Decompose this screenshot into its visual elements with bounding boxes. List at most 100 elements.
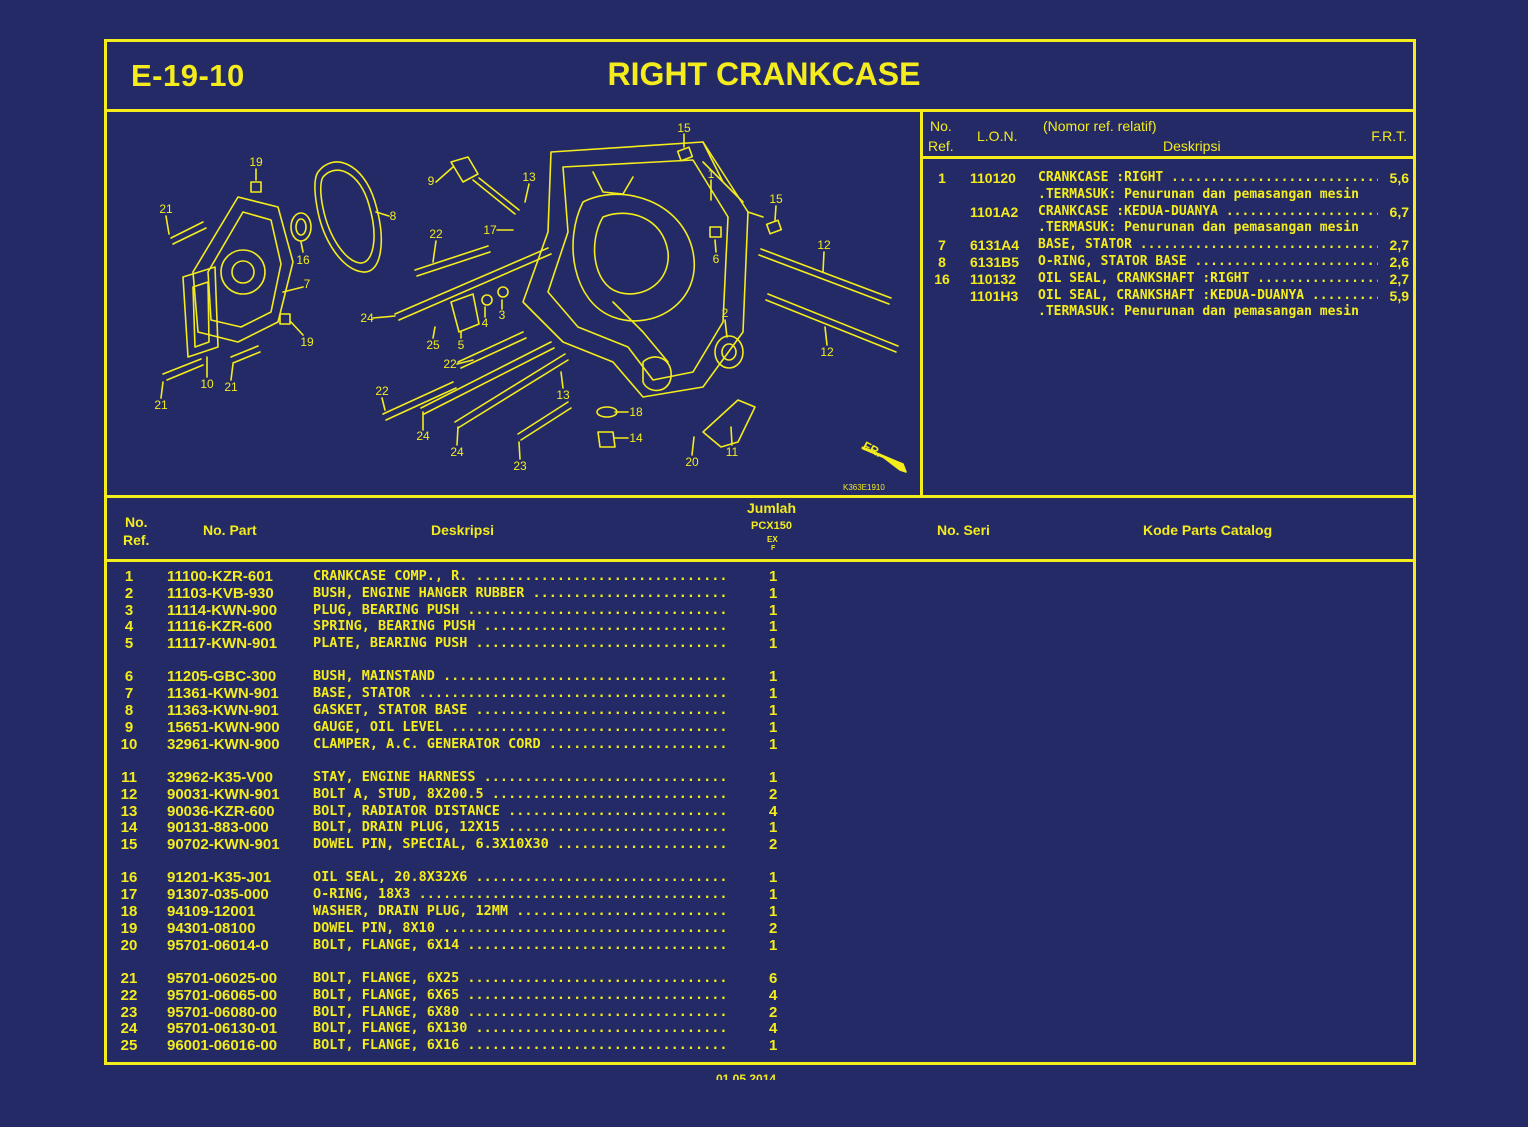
p-qty-cell: 2 — [769, 919, 778, 937]
table-row: 10 32961-KWN-900 CLAMPER, A.C. GENERATOR C… — [107, 736, 807, 753]
frt-header: F.R.T. — [1371, 128, 1407, 144]
p-part-cell: 96001-06016-00 — [167, 1037, 278, 1055]
catalog-page-frame: E-19-10 RIGHT CRANKCASE — [104, 39, 1416, 1065]
p-no-cell: 20 — [120, 936, 138, 954]
table-row: 25 96001-06016-00 BOLT, FLANGE, 6X16 .....… — [107, 1037, 807, 1054]
p-desc-cell: BOLT, RADIATOR DISTANCE ................… — [313, 802, 727, 819]
p-no-cell: 17 — [120, 886, 138, 904]
p-no-cell: 7 — [124, 685, 134, 703]
p-part-cell: 95701-06065-00 — [167, 986, 278, 1004]
p-desc-cell: BOLT, FLANGE, 6X16 .....................… — [313, 1037, 727, 1054]
p-desc-cell: BOLT, FLANGE, 6X25 .....................… — [313, 969, 727, 986]
callout-15: 15 — [677, 121, 691, 135]
ref-frt-cell: 2,7 — [1389, 270, 1409, 287]
p-part-cell: 90131-883-000 — [167, 819, 269, 837]
p-no-cell: 3 — [124, 601, 134, 619]
ref-no-cell: 7 — [938, 237, 946, 254]
ref-no-cell: 8 — [938, 253, 946, 270]
callout-23: 23 — [513, 459, 527, 473]
p-part-cell: 91307-035-000 — [167, 886, 269, 904]
ref-no-cell: 1 — [938, 170, 946, 186]
p-no-cell: 1 — [124, 568, 134, 585]
parts-desc-header: Deskripsi — [431, 522, 495, 538]
table-row: 13 90036-KZR-600 BOLT, RADIATOR DISTANCE .… — [107, 803, 807, 820]
callout-6: 6 — [713, 252, 720, 266]
p-desc-cell: BOLT, FLANGE, 6X65 .....................… — [313, 986, 727, 1003]
p-no-cell: 11 — [121, 768, 137, 786]
p-desc-cell: SPRING, BEARING PUSH ...................… — [313, 618, 727, 635]
p-desc-cell: GAUGE, OIL LEVEL .......................… — [313, 718, 727, 735]
p-desc-cell: GASKET, STATOR BASE ....................… — [313, 702, 727, 719]
callout-4: 4 — [482, 316, 489, 330]
ref-desc-cell: .TERMASUK: Penurunan dan pemasangan mesi… — [1038, 304, 1359, 320]
table-row: 7 11361-KWN-901 BASE, STATOR .............… — [107, 685, 807, 702]
p-no-cell: 16 — [120, 869, 138, 887]
p-qty-cell: 1 — [769, 685, 778, 703]
p-desc-cell: BUSH, MAINSTAND ........................… — [313, 668, 727, 685]
p-qty-cell: 1 — [769, 936, 778, 954]
p-qty-cell: 1 — [769, 635, 778, 653]
table-row: 8 11363-KWN-901 GASKET, STATOR BASE ......… — [107, 702, 807, 719]
table-row: 23 95701-06080-00 BOLT, FLANGE, 6X80 .....… — [107, 1004, 807, 1021]
ref-frt-cell: 5,9 — [1389, 287, 1409, 304]
p-qty-cell: 1 — [769, 618, 778, 636]
table-row: 9 15651-KWN-900 GAUGE, OIL LEVEL .........… — [107, 719, 807, 736]
p-qty-cell: 1 — [769, 568, 778, 585]
callout-3: 3 — [499, 308, 506, 322]
callout-8: 8 — [390, 209, 397, 223]
p-qty-cell: 1 — [769, 702, 778, 720]
p-no-cell: 24 — [120, 1020, 138, 1038]
ref-no-cell: 16 — [934, 270, 950, 287]
p-desc-cell: BUSH, ENGINE HANGER RUBBER .............… — [313, 584, 727, 601]
ref-frt-cell: 5,6 — [1389, 170, 1409, 186]
callout-10: 10 — [200, 377, 214, 391]
callout-9: 9 — [428, 174, 435, 188]
p-part-cell: 95701-06130-01 — [167, 1020, 278, 1038]
callout-7: 7 — [304, 277, 311, 291]
callout-1: 1 — [708, 167, 715, 181]
group-gap — [107, 652, 807, 669]
p-qty-cell: 1 — [769, 718, 778, 736]
ref-lon-cell: 110120 — [970, 170, 1016, 186]
p-part-cell: 11363-KWN-901 — [167, 702, 279, 720]
parts-header-divider — [107, 559, 1413, 562]
p-qty-cell: 6 — [769, 969, 778, 987]
p-part-cell: 11116-KZR-600 — [167, 618, 273, 636]
p-part-cell: 32962-K35-V00 — [167, 768, 273, 786]
ref-desc-cell: .TERMASUK: Penurunan dan pemasangan mesi… — [1038, 220, 1359, 236]
model-sub-ex: EX — [767, 535, 778, 544]
p-part-cell: 15651-KWN-900 — [167, 718, 280, 736]
ref-row: 1101A2 CRANKCASE :KEDUA-DUANYA ..........… — [922, 204, 1413, 221]
table-row: 15 90702-KWN-901 DOWEL PIN, SPECIAL, 6.3X1… — [107, 836, 807, 853]
diagram-bottom-divider — [107, 495, 1413, 498]
callout-17: 17 — [483, 223, 497, 237]
callout-13: 13 — [522, 170, 536, 184]
p-desc-cell: WASHER, DRAIN PLUG, 12MM ...............… — [313, 903, 727, 920]
p-no-cell: 10 — [120, 735, 138, 753]
crankcase-drawing: 15 19 9 13 1 21 8 15 17 22 12 16 6 7 24 43 2 25 5 19 12 22 10 2… — [154, 121, 907, 492]
group-gap — [107, 953, 807, 970]
callout-11: 11 — [726, 445, 739, 459]
p-desc-cell: BOLT, FLANGE, 6X14 .....................… — [313, 936, 727, 953]
ref-row: .TERMASUK: Penurunan dan pemasangan mesi… — [922, 304, 1413, 321]
p-no-cell: 14 — [120, 819, 138, 837]
ref-desc-cell: CRANKCASE :KEDUA-DUANYA ................… — [1038, 203, 1378, 219]
callout-25: 25 — [426, 338, 440, 352]
p-part-cell: 94109-12001 — [167, 903, 256, 921]
ref-desc-cell: OIL SEAL, CRANKSHAFT :KEDUA-DUANYA .....… — [1038, 287, 1378, 303]
ref-row: 1101H3 OIL SEAL, CRANKSHAFT :KEDUA-DUANYA… — [922, 288, 1413, 305]
p-desc-cell: O-RING, 18X3 ...........................… — [313, 886, 727, 903]
p-qty-cell: 1 — [769, 869, 778, 887]
p-part-cell: 95701-06025-00 — [167, 969, 278, 987]
ref-desc-cell: CRANKCASE :RIGHT .......................… — [1038, 170, 1378, 185]
ref-desc-cell: OIL SEAL, CRANKSHAFT :RIGHT ............… — [1038, 270, 1378, 286]
callout-2: 2 — [722, 306, 729, 320]
page-title: RIGHT CRANKCASE — [607, 56, 921, 92]
callout-5: 5 — [458, 338, 465, 352]
table-row: 2 11103-KVB-930 BUSH, ENGINE HANGER RUBBER… — [107, 585, 807, 602]
ref-row: .TERMASUK: Penurunan dan pemasangan mesi… — [922, 220, 1413, 237]
p-no-cell: 6 — [124, 668, 134, 686]
p-part-cell: 90702-KWN-901 — [167, 836, 280, 854]
ref-table-body: 1 110120 CRANKCASE :RIGHT ................… — [922, 170, 1413, 321]
group-gap — [107, 752, 807, 769]
